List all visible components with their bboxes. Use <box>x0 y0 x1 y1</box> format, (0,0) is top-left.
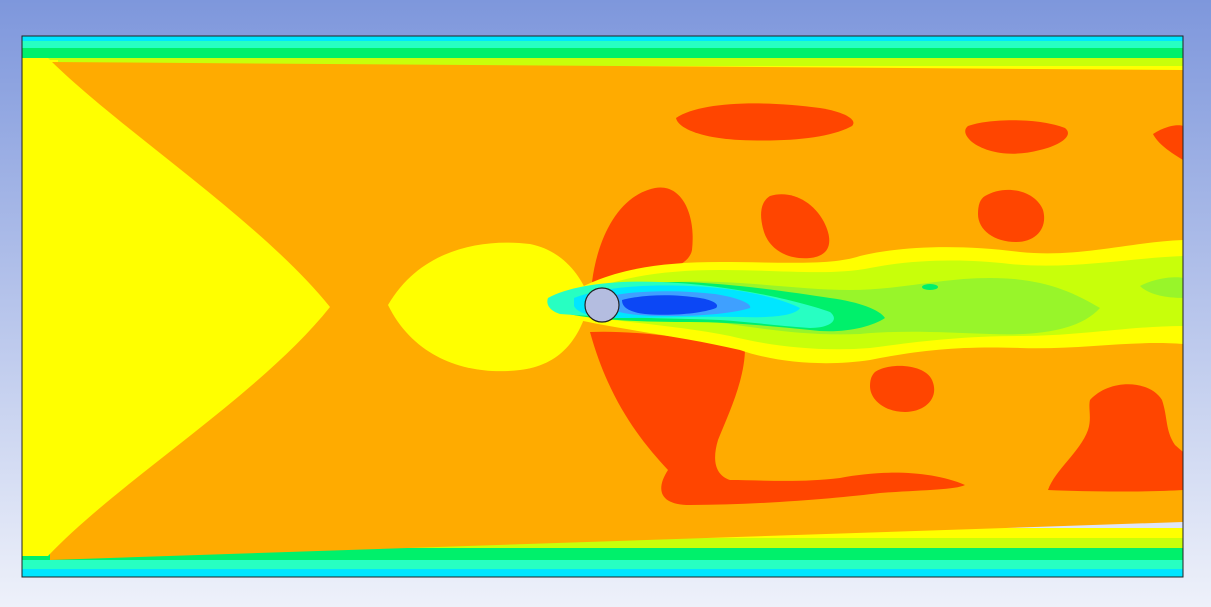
wall-band-top-green <box>22 48 1183 58</box>
red-blob-top-3 <box>1153 125 1183 160</box>
domain-outline <box>21 35 1184 578</box>
upstream-yellow-lobe <box>388 242 590 372</box>
red-blob-low-2 <box>1048 384 1183 492</box>
inlet-yellow-wedge <box>22 58 330 556</box>
wake-green-spot <box>922 284 938 290</box>
red-blob-mid-1 <box>761 194 830 259</box>
wall-band-top-cyan <box>22 36 1183 41</box>
wall-band-bottom-lime <box>22 538 1183 548</box>
red-blob-mid-2 <box>978 189 1045 242</box>
red-lobe-cylinder-bottom <box>590 331 965 505</box>
red-lobe-cylinder-top <box>592 187 693 282</box>
wake-blue-core <box>622 295 718 315</box>
wall-band-top-lime <box>22 58 1183 66</box>
wake-green-yellow-tail <box>1140 277 1183 298</box>
red-blob-top-2 <box>965 120 1068 154</box>
red-blob-low-1 <box>870 365 935 412</box>
red-blob-top-1 <box>676 103 854 141</box>
cylinder-obstacle[interactable] <box>584 287 620 323</box>
wall-band-bottom-aqua <box>22 560 1183 569</box>
wall-band-bottom-cyan <box>22 569 1183 577</box>
wall-band-top-aqua <box>22 41 1183 48</box>
flow-domain <box>22 36 1183 577</box>
